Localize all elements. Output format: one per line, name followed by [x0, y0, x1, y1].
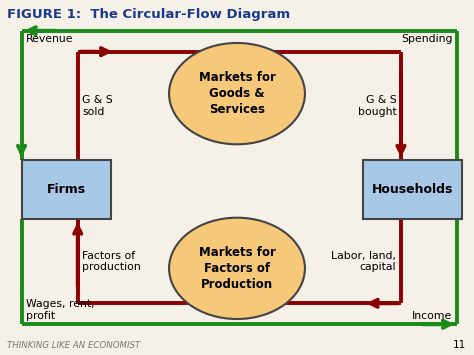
Text: Wages, rent,
profit: Wages, rent, profit: [26, 299, 95, 321]
Text: FIGURE 1:  The Circular-Flow Diagram: FIGURE 1: The Circular-Flow Diagram: [8, 8, 291, 21]
Text: THINKING LIKE AN ECONOMIST: THINKING LIKE AN ECONOMIST: [8, 342, 141, 350]
Circle shape: [169, 43, 305, 144]
Text: Revenue: Revenue: [26, 34, 73, 44]
Text: Markets for
Factors of
Production: Markets for Factors of Production: [199, 246, 275, 291]
Text: Labor, land,
capital: Labor, land, capital: [331, 251, 396, 272]
Text: 11: 11: [453, 340, 466, 350]
Text: Factors of
production: Factors of production: [82, 251, 141, 272]
Text: Markets for
Goods &
Services: Markets for Goods & Services: [199, 71, 275, 116]
Text: Spending: Spending: [401, 34, 453, 44]
Text: G & S
sold: G & S sold: [82, 95, 113, 117]
Text: Households: Households: [372, 183, 453, 196]
Text: Income: Income: [412, 311, 453, 321]
FancyBboxPatch shape: [21, 160, 110, 219]
Circle shape: [169, 218, 305, 319]
Text: Firms: Firms: [46, 183, 86, 196]
Text: G & S
bought: G & S bought: [357, 95, 396, 117]
FancyBboxPatch shape: [364, 160, 462, 219]
